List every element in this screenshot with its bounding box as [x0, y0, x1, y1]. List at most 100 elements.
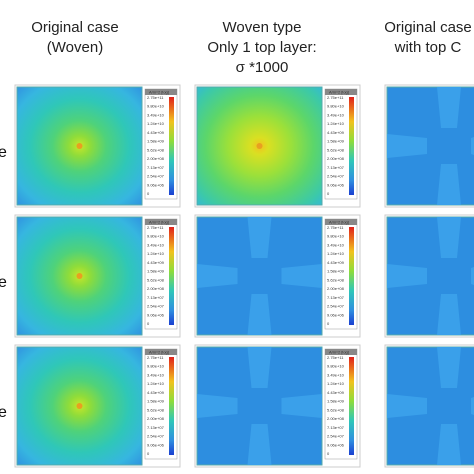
field-panel: A/m^2 [log]2.75e+11 9.80e+10 3.49e+10 1.24e…: [194, 84, 361, 208]
colorbar-label: 1.58e+09: [327, 139, 345, 144]
colorbar-label: 9.80e+10: [147, 104, 165, 109]
colorbar-unit: A/m^2 [log]: [329, 350, 349, 355]
field-center: [76, 273, 83, 279]
colorbar-label: 2.00e+08: [147, 416, 165, 421]
colorbar-label: 1.24e+10: [147, 251, 165, 256]
colorbar-label: 7.13e+07: [147, 165, 165, 170]
field-lobe: [197, 347, 322, 465]
colorbar-label: 1.24e+10: [147, 381, 165, 386]
colorbar-label: 5.62e+08: [327, 407, 345, 412]
colorbar-label: 2.54e+07: [327, 174, 345, 179]
colorbar-label: 9.80e+10: [327, 364, 345, 369]
colorbar-label: 0: [327, 451, 330, 456]
colorbar-label: 9.06e+06: [327, 312, 345, 317]
row-label: e: [0, 144, 7, 161]
colorbar-label: 2.75e+11: [327, 95, 344, 100]
column-header: (Woven): [47, 39, 103, 56]
colorbar-label: 3.49e+10: [327, 242, 345, 247]
colorbar-label: 2.75e+11: [147, 225, 164, 230]
colorbar-label: 1.24e+10: [147, 121, 165, 126]
colorbar-label: 9.80e+10: [327, 104, 345, 109]
field-lobe: [387, 87, 474, 205]
colorbar-label: 2.54e+07: [147, 174, 165, 179]
colorbar-label: 4.43e+09: [327, 260, 345, 265]
colorbar-label: 2.75e+11: [147, 355, 164, 360]
colorbar-label: 1.24e+10: [327, 121, 345, 126]
colorbar: [169, 97, 174, 195]
colorbar-head: [325, 349, 357, 355]
field-lobe: [387, 217, 474, 335]
colorbar-label: 7.13e+07: [327, 295, 345, 300]
colorbar-label: 9.80e+10: [147, 234, 165, 239]
row-label: e: [0, 404, 7, 421]
colorbar-label: 4.43e+09: [147, 130, 165, 135]
colorbar: [169, 227, 174, 325]
colorbar-label: 9.80e+10: [327, 234, 345, 239]
colorbar-head: [145, 89, 177, 95]
colorbar-unit: A/m^2 [log]: [149, 350, 169, 355]
colorbar-label: 2.00e+08: [327, 416, 345, 421]
colorbar-label: 0: [327, 321, 330, 326]
colorbar-label: 2.54e+07: [147, 434, 165, 439]
colorbar-label: 3.49e+10: [147, 242, 165, 247]
column-header: Original case: [31, 19, 119, 36]
field-panel: A/m^2 [log]2.75e+11 9.80e+10 3.49e+10 1.24e…: [14, 84, 181, 208]
colorbar-label: 2.75e+11: [327, 225, 344, 230]
column-header: with top C: [394, 39, 462, 56]
colorbar-label: 5.62e+08: [147, 277, 165, 282]
field-panel: A/m^2 [log]2.75e+11 9.80e+10 3.49e+10 1.24e…: [194, 344, 361, 468]
colorbar-label: 3.49e+10: [147, 372, 165, 377]
colorbar-label: 5.62e+08: [327, 277, 345, 282]
colorbar-label: 2.54e+07: [327, 434, 345, 439]
field-center: [76, 403, 83, 409]
colorbar-label: 0: [147, 191, 150, 196]
field-lobe: [197, 217, 322, 335]
colorbar-label: 2.00e+08: [327, 286, 345, 291]
headers: Original case (Woven) Woven type Only 1 top…: [0, 19, 472, 421]
colorbar-label: 9.06e+06: [147, 182, 165, 187]
colorbar-label: 9.06e+06: [327, 182, 345, 187]
column-header: Woven type: [223, 19, 302, 36]
colorbar-head: [325, 219, 357, 225]
colorbar-label: 1.24e+10: [327, 251, 345, 256]
column-header: σ *1000: [236, 59, 289, 76]
colorbar: [349, 227, 354, 325]
colorbar-head: [325, 89, 357, 95]
colorbar-label: 3.49e+10: [327, 112, 345, 117]
colorbar-label: 9.06e+06: [147, 312, 165, 317]
colorbar-label: 4.43e+09: [327, 130, 345, 135]
colorbar-label: 4.43e+09: [147, 390, 165, 395]
colorbar-label: 2.54e+07: [147, 304, 165, 309]
colorbar-unit: A/m^2 [log]: [149, 90, 169, 95]
colorbar-label: 7.13e+07: [327, 425, 345, 430]
colorbar-label: 9.06e+06: [147, 442, 165, 447]
field-panel: [384, 214, 474, 338]
colorbar-label: 2.00e+08: [147, 156, 165, 161]
colorbar-unit: A/m^2 [log]: [329, 220, 349, 225]
colorbar-label: 1.58e+09: [147, 269, 165, 274]
column-header: Only 1 top layer:: [207, 39, 316, 56]
colorbar-label: 2.75e+11: [327, 355, 344, 360]
colorbar-label: 7.13e+07: [327, 165, 345, 170]
colorbar-label: 3.49e+10: [327, 372, 345, 377]
colorbar-label: 1.58e+09: [147, 139, 165, 144]
colorbar-label: 0: [147, 321, 150, 326]
colorbar-label: 1.58e+09: [327, 399, 345, 404]
colorbar: [169, 357, 174, 455]
field-panel: A/m^2 [log]2.75e+11 9.80e+10 3.49e+10 1.24e…: [194, 214, 361, 338]
field-center: [256, 143, 263, 149]
colorbar-label: 1.58e+09: [327, 269, 345, 274]
colorbar-label: 1.24e+10: [327, 381, 345, 386]
field-panel: [384, 84, 474, 208]
colorbar-label: 9.80e+10: [147, 364, 165, 369]
field-lobe: [387, 347, 474, 465]
colorbar-label: 3.49e+10: [147, 112, 165, 117]
colorbar-label: 5.62e+08: [147, 147, 165, 152]
row-label: e: [0, 274, 7, 291]
colorbar-label: 2.00e+08: [147, 286, 165, 291]
colorbar-label: 4.43e+09: [147, 260, 165, 265]
colorbar-label: 2.54e+07: [327, 304, 345, 309]
colorbar-unit: A/m^2 [log]: [329, 90, 349, 95]
colorbar-head: [145, 349, 177, 355]
